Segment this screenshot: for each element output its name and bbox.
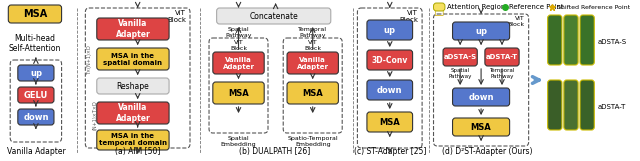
Text: aDSTA-S: aDSTA-S [598,39,627,45]
Text: 3D-Conv: 3D-Conv [372,56,408,65]
Text: (a) AIM [50]: (a) AIM [50] [115,147,161,156]
Text: Attention Region: Attention Region [447,4,505,10]
Text: GELU: GELU [24,90,48,99]
FancyBboxPatch shape [367,112,413,132]
FancyBboxPatch shape [452,22,509,40]
Text: Spatial
Pathway: Spatial Pathway [449,68,472,79]
Text: Vanilla
Adapter: Vanilla Adapter [297,57,329,70]
FancyBboxPatch shape [443,48,477,66]
FancyBboxPatch shape [287,52,339,74]
FancyBboxPatch shape [367,50,413,70]
Text: Reference Point: Reference Point [509,4,563,10]
Text: ViT
Block: ViT Block [230,40,247,51]
Text: Reshape: Reshape [116,81,149,90]
Text: Vanilla
Adapter: Vanilla Adapter [223,57,255,70]
Text: MSA: MSA [228,89,249,98]
FancyBboxPatch shape [287,82,339,104]
FancyBboxPatch shape [18,65,54,81]
Text: (N+1)×T×D: (N+1)×T×D [93,100,98,130]
FancyBboxPatch shape [580,15,595,65]
FancyBboxPatch shape [213,52,264,74]
Text: Shifted Reference Point: Shifted Reference Point [557,5,630,9]
Text: aDSTA-T: aDSTA-T [486,54,518,60]
FancyBboxPatch shape [485,48,519,66]
FancyBboxPatch shape [564,15,578,65]
FancyBboxPatch shape [367,20,413,40]
Text: □: □ [433,5,444,15]
Text: ViT
Block: ViT Block [399,10,419,23]
Text: (c) ST-Adapter [25]: (c) ST-Adapter [25] [353,147,426,156]
Text: MSA in the
spatial domain: MSA in the spatial domain [104,52,163,66]
Text: MSA: MSA [302,89,323,98]
FancyBboxPatch shape [97,48,169,70]
Text: Vanilla
Adapter: Vanilla Adapter [116,103,150,123]
FancyBboxPatch shape [8,5,61,23]
Text: down: down [377,85,403,95]
FancyBboxPatch shape [18,109,54,125]
Text: Multi-head
Self-Attention: Multi-head Self-Attention [9,34,61,53]
Text: down: down [468,93,494,101]
Text: (d) D²ST-Adapter (Ours): (d) D²ST-Adapter (Ours) [442,147,532,156]
Text: up: up [384,25,396,34]
Text: MSA in the
temporal domain: MSA in the temporal domain [99,133,167,147]
FancyBboxPatch shape [452,88,509,106]
Text: (b) DUALPATH [26]: (b) DUALPATH [26] [239,147,310,156]
Text: up: up [475,27,487,35]
Text: ViT
Block: ViT Block [508,16,525,27]
FancyBboxPatch shape [18,87,54,103]
Text: Spatio-Temporal
Embedding: Spatio-Temporal Embedding [287,136,338,147]
FancyBboxPatch shape [548,15,562,65]
Text: T×(N+1)×D: T×(N+1)×D [87,45,92,75]
FancyBboxPatch shape [216,8,331,24]
FancyBboxPatch shape [213,82,264,104]
FancyBboxPatch shape [564,80,578,130]
FancyBboxPatch shape [97,130,169,150]
FancyBboxPatch shape [97,78,169,94]
Text: MSA: MSA [23,9,47,19]
FancyBboxPatch shape [97,102,169,124]
Text: MSA: MSA [470,123,492,132]
FancyBboxPatch shape [580,80,595,130]
Text: MSA: MSA [380,118,400,127]
Text: Concatenate: Concatenate [250,11,298,20]
FancyBboxPatch shape [433,3,445,11]
Text: up: up [30,68,42,77]
Text: Spatial
Pathway: Spatial Pathway [225,27,252,38]
FancyBboxPatch shape [548,80,562,130]
Text: ViT
Block: ViT Block [167,10,186,23]
Text: Spatial
Embedding: Spatial Embedding [221,136,257,147]
FancyBboxPatch shape [97,18,169,40]
Text: Vanilla
Adapter: Vanilla Adapter [116,19,150,39]
FancyBboxPatch shape [452,118,509,136]
Text: Temporal
Pathway: Temporal Pathway [298,27,327,38]
FancyBboxPatch shape [367,80,413,100]
Text: Vanilla Adapter: Vanilla Adapter [6,147,65,156]
Text: Temporal
Pathway: Temporal Pathway [490,68,515,79]
Text: aDSTA-T: aDSTA-T [598,104,627,110]
Text: down: down [23,113,49,122]
Text: aDSTA-S: aDSTA-S [444,54,477,60]
Text: ViT
Block: ViT Block [304,40,321,51]
